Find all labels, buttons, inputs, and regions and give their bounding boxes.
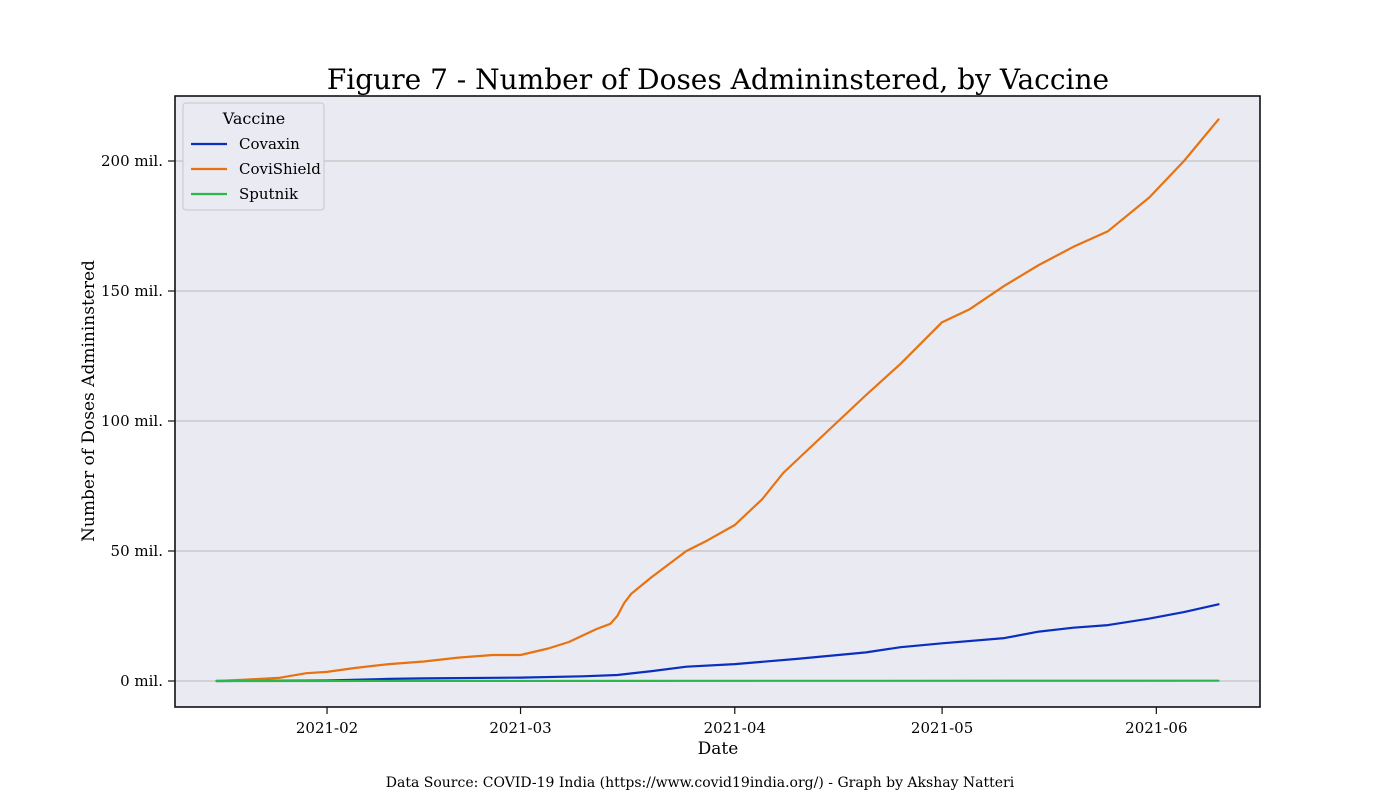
x-tick-label: 2021-04 — [704, 719, 766, 737]
data-source-footer: Data Source: COVID-19 India (https://www… — [386, 775, 1015, 791]
legend-label-covaxin: Covaxin — [239, 135, 300, 153]
series-line-covaxin — [215, 603, 1220, 683]
plot-frame — [174, 95, 1261, 708]
y-tick-label: 100 mil. — [101, 412, 163, 430]
y-tick-label: 50 mil. — [111, 542, 163, 560]
legend: Vaccine Covaxin CoviShield Sputnik — [182, 102, 325, 211]
y-tick-label: 0 mil. — [120, 672, 163, 690]
x-tick-label: 2021-02 — [296, 719, 358, 737]
x-tick-label: 2021-05 — [911, 719, 973, 737]
y-tick-label: 200 mil. — [101, 152, 163, 170]
plot-area — [175, 96, 1260, 707]
legend-box — [182, 102, 325, 211]
legend-label-sputnik: Sputnik — [239, 185, 299, 203]
y-axis-label: Number of Doses Admininstered — [79, 260, 99, 542]
y-axis-ticks: 0 mil. 50 mil. 100 mil. 150 mil. 200 mil. — [101, 152, 175, 690]
y-tick-label: 150 mil. — [101, 282, 163, 300]
series-lines — [215, 118, 1220, 683]
x-tick-label: 2021-03 — [489, 719, 551, 737]
chart-title: Figure 7 - Number of Doses Admininstered… — [327, 63, 1109, 96]
x-axis-ticks: 2021-02 2021-03 2021-04 2021-05 2021-06 — [296, 707, 1188, 737]
legend-label-covishield: CoviShield — [239, 160, 321, 178]
x-tick-label: 2021-06 — [1125, 719, 1187, 737]
series-line-covishield — [215, 118, 1220, 683]
x-axis-label: Date — [698, 739, 739, 759]
legend-title: Vaccine — [222, 109, 285, 128]
